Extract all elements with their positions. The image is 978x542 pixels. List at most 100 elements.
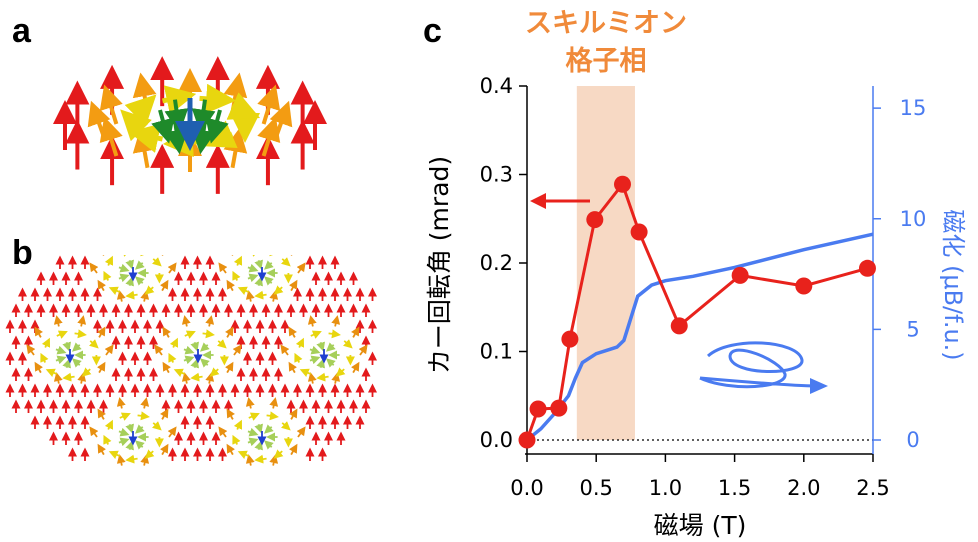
lattice-spin-arrow	[205, 372, 215, 384]
spin-arrow	[223, 127, 248, 169]
spin-arrow	[99, 116, 123, 157]
lattice-spin-arrow	[218, 426, 228, 438]
lattice-spin-arrow	[62, 372, 75, 382]
right-axis-label: 磁化 (μB/f.u.)	[939, 209, 967, 360]
x-tick-label: 1.0	[649, 476, 682, 500]
spin-arrow	[99, 84, 123, 125]
lattice-spin-arrow	[125, 276, 135, 287]
kerr-point	[670, 317, 688, 335]
spin-arrow	[164, 120, 189, 155]
spin-arrow	[199, 83, 237, 114]
lattice-spin-arrow	[135, 276, 145, 286]
lattice-spin-arrow	[118, 263, 130, 273]
lattice-spin-arrow	[53, 315, 63, 327]
lattice-spin-arrow	[154, 344, 164, 356]
lattice-spin-arrow	[97, 443, 106, 456]
lattice-spin-arrow	[184, 330, 196, 339]
lattice-spin-arrow	[316, 341, 326, 352]
lattice-spin-arrow	[247, 427, 259, 437]
lattice-spin-arrow	[162, 361, 171, 374]
lattice-spin-arrow	[108, 286, 121, 295]
spin-arrow	[257, 116, 281, 157]
lattice-spin-arrow	[296, 262, 306, 274]
lattice-spin-arrow	[26, 344, 36, 356]
spin-arrow	[161, 85, 197, 115]
lattice-spin-arrow	[247, 437, 259, 447]
lattice-spin-arrow	[190, 372, 203, 382]
lattice-spin-arrow	[135, 424, 145, 434]
spin-arrow	[87, 100, 111, 141]
lattice-spin-arrow	[225, 361, 234, 374]
lattice-spin-arrow	[125, 290, 138, 300]
lattice-spin-arrow	[72, 358, 82, 368]
lattice-spin-arrow	[125, 454, 138, 464]
lattice-spin-arrow	[233, 419, 243, 430]
lattice-spin-arrow	[181, 315, 191, 327]
left-tick-label: 0.1	[480, 340, 513, 364]
lattice-spin-arrow	[205, 315, 215, 327]
lattice-spin-arrow	[137, 411, 150, 421]
lattice-spin-arrow	[97, 279, 106, 292]
lattice-spin-arrow	[331, 315, 341, 327]
spin-arrow	[191, 120, 216, 155]
lattice-spin-arrow	[237, 450, 250, 459]
lattice-spin-arrow	[209, 367, 220, 377]
lattice-spin-arrow	[310, 330, 322, 339]
lattice-spin-arrow	[97, 326, 106, 338]
kerr-axis-arrowhead	[530, 193, 546, 209]
lattice-spin-arrow	[218, 262, 228, 274]
lattice-spin-arrow	[217, 339, 227, 349]
lattice-spin-arrow	[34, 326, 43, 338]
kerr-point	[550, 399, 568, 417]
lattice-spin-arrow	[125, 259, 135, 270]
lattice-spin-arrow	[281, 257, 291, 267]
lattice-spin-arrow	[296, 426, 306, 438]
left-tick-label: 0.3	[480, 163, 513, 187]
lattice-spin-arrow	[167, 262, 177, 274]
lattice-spin-arrow	[183, 355, 195, 365]
lattice-spin-arrow	[77, 372, 87, 384]
panel-label-c: c	[423, 12, 442, 50]
lattice-spin-arrow	[135, 440, 145, 450]
lattice-spin-arrow	[245, 454, 255, 466]
lattice-spin-arrow	[316, 358, 326, 369]
lattice-spin-arrow	[247, 273, 259, 283]
lattice-spin-arrow	[34, 361, 43, 374]
lattice-spin-arrow	[335, 367, 346, 377]
right-tick-label: 5	[906, 317, 919, 341]
lattice-spin-arrow	[307, 372, 317, 384]
lattice-spin-arrow	[81, 367, 92, 377]
lattice-spin-arrow	[264, 260, 274, 270]
lattice-spin-arrow	[232, 344, 242, 356]
lattice-spin-arrow	[77, 315, 87, 327]
lattice-spin-arrow	[273, 285, 284, 295]
lattice-spin-arrow	[103, 434, 112, 445]
lattice-spin-arrow	[232, 270, 241, 281]
lattice-spin-arrow	[97, 361, 106, 374]
kerr-point	[731, 266, 749, 284]
lattice-spin-arrow	[97, 408, 106, 420]
panel-label-b: b	[12, 234, 33, 272]
lattice-spin-arrow	[200, 342, 210, 352]
lattice-spin-arrow	[254, 259, 264, 270]
spin-arrow	[257, 84, 281, 125]
lattice-spin-arrow	[41, 337, 51, 348]
lattice-spin-arrow	[125, 423, 135, 434]
lattice-spin-arrow	[232, 434, 241, 445]
spin-arrow	[226, 92, 261, 120]
spin-arrow	[120, 109, 153, 142]
kerr-point	[858, 259, 876, 277]
lattice-spin-arrow	[264, 440, 274, 450]
lattice-spin-arrow	[140, 290, 150, 302]
lattice-spin-arrow	[273, 449, 284, 459]
x-tick-label: 2.5	[856, 476, 889, 500]
lattice-spin-arrow	[289, 279, 298, 292]
x-tick-label: 0.5	[579, 476, 612, 500]
lattice-spin-arrow	[103, 270, 112, 281]
lattice-spin-arrow	[56, 330, 68, 339]
lattice-spin-arrow	[316, 372, 329, 382]
left-tick-label: 0.2	[480, 251, 513, 275]
lattice-spin-arrow	[144, 449, 155, 459]
lattice-spin-arrow	[72, 342, 82, 352]
spin-arrow	[132, 127, 157, 169]
